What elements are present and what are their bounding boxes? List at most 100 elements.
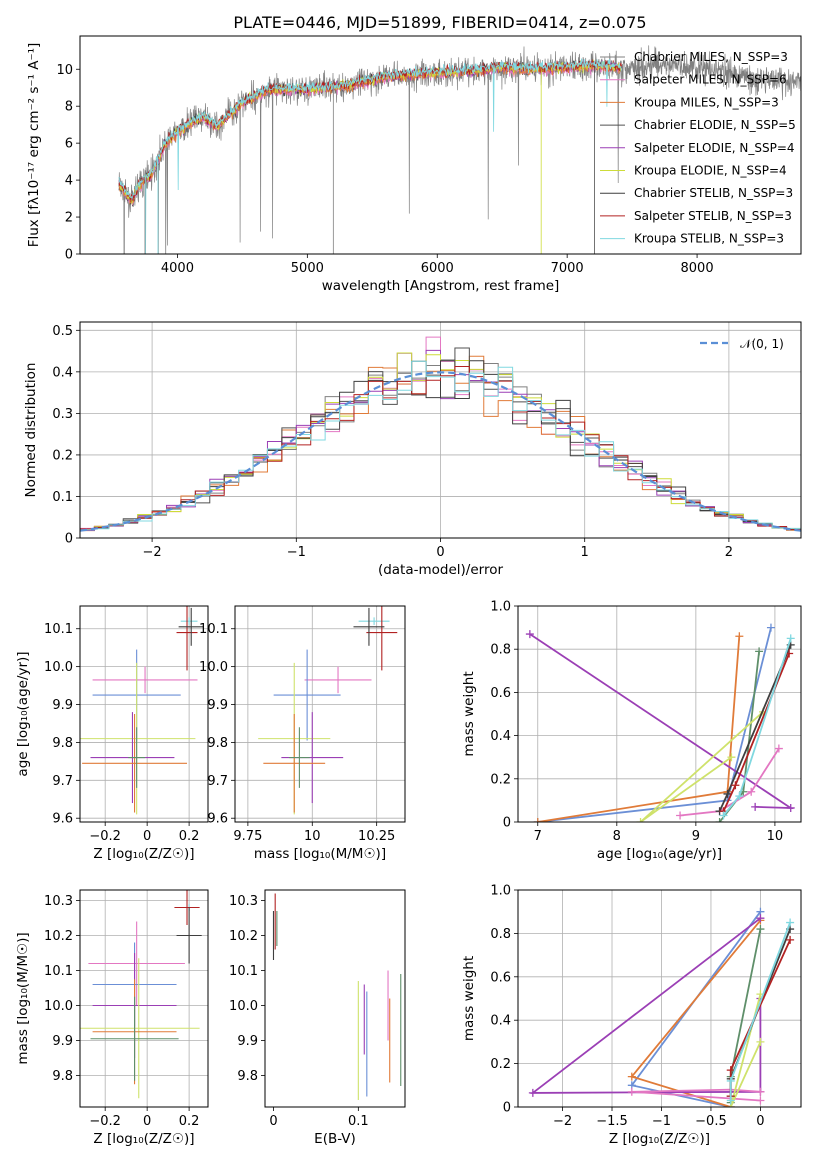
weight-line — [537, 636, 741, 822]
legend-entry: Chabrier MILES, N_SSP=3 — [634, 50, 788, 64]
weight-vs-age-plot: 7 8 9 10 0 0.2 0.4 0.6 0.8 1.0 age [log₁₀(age/yr)]… — [461, 600, 802, 862]
tick-label-y: 4 — [65, 174, 73, 189]
weight-marker — [726, 1066, 735, 1075]
tick-label-x: 0 — [269, 1114, 277, 1129]
x-axis-label: Z [log₁₀(Z/Z☉)] — [93, 846, 194, 862]
tick-label-x: 6000 — [421, 261, 454, 276]
legend-entry: Kroupa ELODIE, N_SSP=4 — [634, 164, 787, 178]
tick-label-y: 0.4 — [490, 729, 511, 744]
legend-entry: Salpeter MILES, N_SSP=6 — [634, 73, 787, 87]
plot-frame — [517, 889, 802, 1108]
tick-label-y: 9.8 — [52, 736, 73, 751]
tick-label-y: 9.8 — [52, 1069, 73, 1084]
weight-marker — [786, 935, 795, 944]
tick-label-x: 2 — [725, 545, 733, 560]
tick-label-x: 0 — [436, 545, 444, 560]
y-axis-label: Flux [fλ10⁻¹⁷ erg cm⁻² s⁻¹ A⁻¹] — [26, 43, 42, 248]
legend-entry: Kroupa MILES, N_SSP=3 — [634, 95, 779, 109]
weight-marker — [727, 753, 736, 762]
plot-frame — [79, 35, 802, 255]
x-axis-label: mass [log₁₀(M/M☉)] — [254, 846, 386, 862]
tick-label-x: 4000 — [161, 261, 194, 276]
tick-label-x: 0 — [143, 1114, 151, 1129]
weight-marker — [751, 802, 760, 811]
tick-label-x: 0 — [756, 1114, 764, 1129]
tick-label-y: 10.0 — [229, 999, 258, 1014]
x-axis-label: Z [log₁₀(Z/Z☉)] — [93, 1131, 194, 1147]
age-vs-mass-plot: 9.75 10 10.25 9.6 9.7 9.8 9.9 10.0 10.1 mass [log… — [199, 605, 406, 862]
spectrum-line — [118, 58, 622, 254]
weight-marker — [756, 1087, 765, 1096]
plot-frame — [79, 321, 802, 539]
spectrum-line — [118, 62, 622, 205]
tick-label-y: 10.0 — [44, 999, 73, 1014]
plot-area — [80, 606, 204, 815]
tick-label-y: 0.4 — [52, 365, 73, 380]
x-axis-label: E(B-V) — [314, 1131, 356, 1147]
legend-entry: Salpeter ELODIE, N_SSP=4 — [634, 141, 795, 155]
tick-label-y: 0.6 — [490, 686, 511, 701]
tick-label-x: 10.25 — [358, 829, 395, 844]
weight-vs-Z-plot: −2 −1.5 −1 −0.5 0 0 0.2 0.4 0.6 0.8 1.0 Z [log₁₀(Z/… — [461, 884, 802, 1147]
weight-marker — [735, 792, 744, 801]
tick-label-x: 10 — [304, 829, 321, 844]
tick-label-x: 7000 — [551, 261, 584, 276]
legend-entry: 𝒩(0, 1) — [740, 337, 784, 351]
tick-label-y: 0.2 — [52, 448, 73, 463]
spectrum-plot: 4000 5000 6000 7000 8000 0 2 4 6 8 10 wavelength [A… — [26, 35, 802, 294]
tick-label-y: 10.2 — [229, 929, 258, 944]
mass-vs-Z-plot: −0.2 0 0.2 9.8 9.9 10.0 10.1 10.2 10.3 Z [log₁₀(Z… — [15, 889, 209, 1147]
weight-marker — [766, 623, 775, 632]
tick-label-y: 0.1 — [52, 490, 73, 505]
x-axis-label: wavelength [Angstrom, rest frame] — [322, 278, 560, 294]
tick-label-y: 0.6 — [490, 970, 511, 985]
y-axis-label: age [log₁₀(age/yr)] — [15, 651, 31, 776]
weight-marker — [731, 781, 740, 790]
weight-marker — [756, 1096, 765, 1105]
tick-label-x: −2 — [553, 1114, 572, 1129]
tick-label-y: 0 — [503, 816, 511, 831]
weight-marker — [723, 789, 732, 798]
tick-label-y: 0.8 — [490, 643, 511, 658]
tick-label-x: 1 — [581, 545, 589, 560]
legend-entry: Kroupa STELIB, N_SSP=3 — [634, 232, 784, 246]
tick-label-x: −1 — [652, 1114, 671, 1129]
tick-label-y: 10.1 — [229, 964, 258, 979]
tick-label-y: 0.2 — [490, 1057, 511, 1072]
x-axis-label: (data-model)/error — [378, 562, 504, 578]
weight-marker — [627, 1072, 636, 1081]
tick-label-x: 9.75 — [233, 829, 262, 844]
tick-label-y: 9.9 — [52, 1034, 73, 1049]
plot-area — [258, 606, 398, 815]
plot-area — [80, 890, 202, 1099]
weight-marker — [528, 1088, 537, 1097]
tick-label-y: 10.2 — [44, 929, 73, 944]
tick-label-y: 1.0 — [490, 884, 511, 899]
tick-label-y: 9.8 — [237, 1069, 258, 1084]
y-axis-label: mass weight — [461, 671, 477, 756]
plot-frame — [517, 605, 802, 823]
tick-label-y: 9.7 — [52, 774, 73, 789]
plot-frame — [79, 889, 209, 1108]
tick-label-y: 0.2 — [490, 772, 511, 787]
weight-marker — [756, 1037, 765, 1046]
legend-entry: Chabrier ELODIE, N_SSP=5 — [634, 118, 796, 132]
weight-marker — [774, 744, 783, 753]
tick-label-x: 5000 — [291, 261, 324, 276]
tick-label-y: 2 — [65, 211, 73, 226]
plot-frame — [79, 605, 209, 823]
tick-label-y: 0.8 — [490, 927, 511, 942]
y-axis-label: mass [log₁₀(M/M☉)] — [15, 932, 31, 1064]
weight-marker — [525, 630, 534, 639]
plot-frame — [234, 605, 406, 823]
tick-label-y: 1.0 — [490, 600, 511, 615]
tick-label-x: 0 — [143, 829, 151, 844]
weight-line — [630, 911, 762, 1107]
tick-label-y: 0 — [65, 248, 73, 263]
weight-line — [537, 627, 772, 822]
tick-label-x: −2 — [143, 545, 162, 560]
tick-label-x: −0.2 — [89, 829, 121, 844]
age-vs-Z-plot: −0.2 0 0.2 9.6 9.7 9.8 9.9 10.0 10.1 Z [log₁₀(Z/Z… — [15, 605, 209, 862]
tick-label-x: −1 — [287, 545, 306, 560]
weight-line — [631, 1088, 761, 1102]
